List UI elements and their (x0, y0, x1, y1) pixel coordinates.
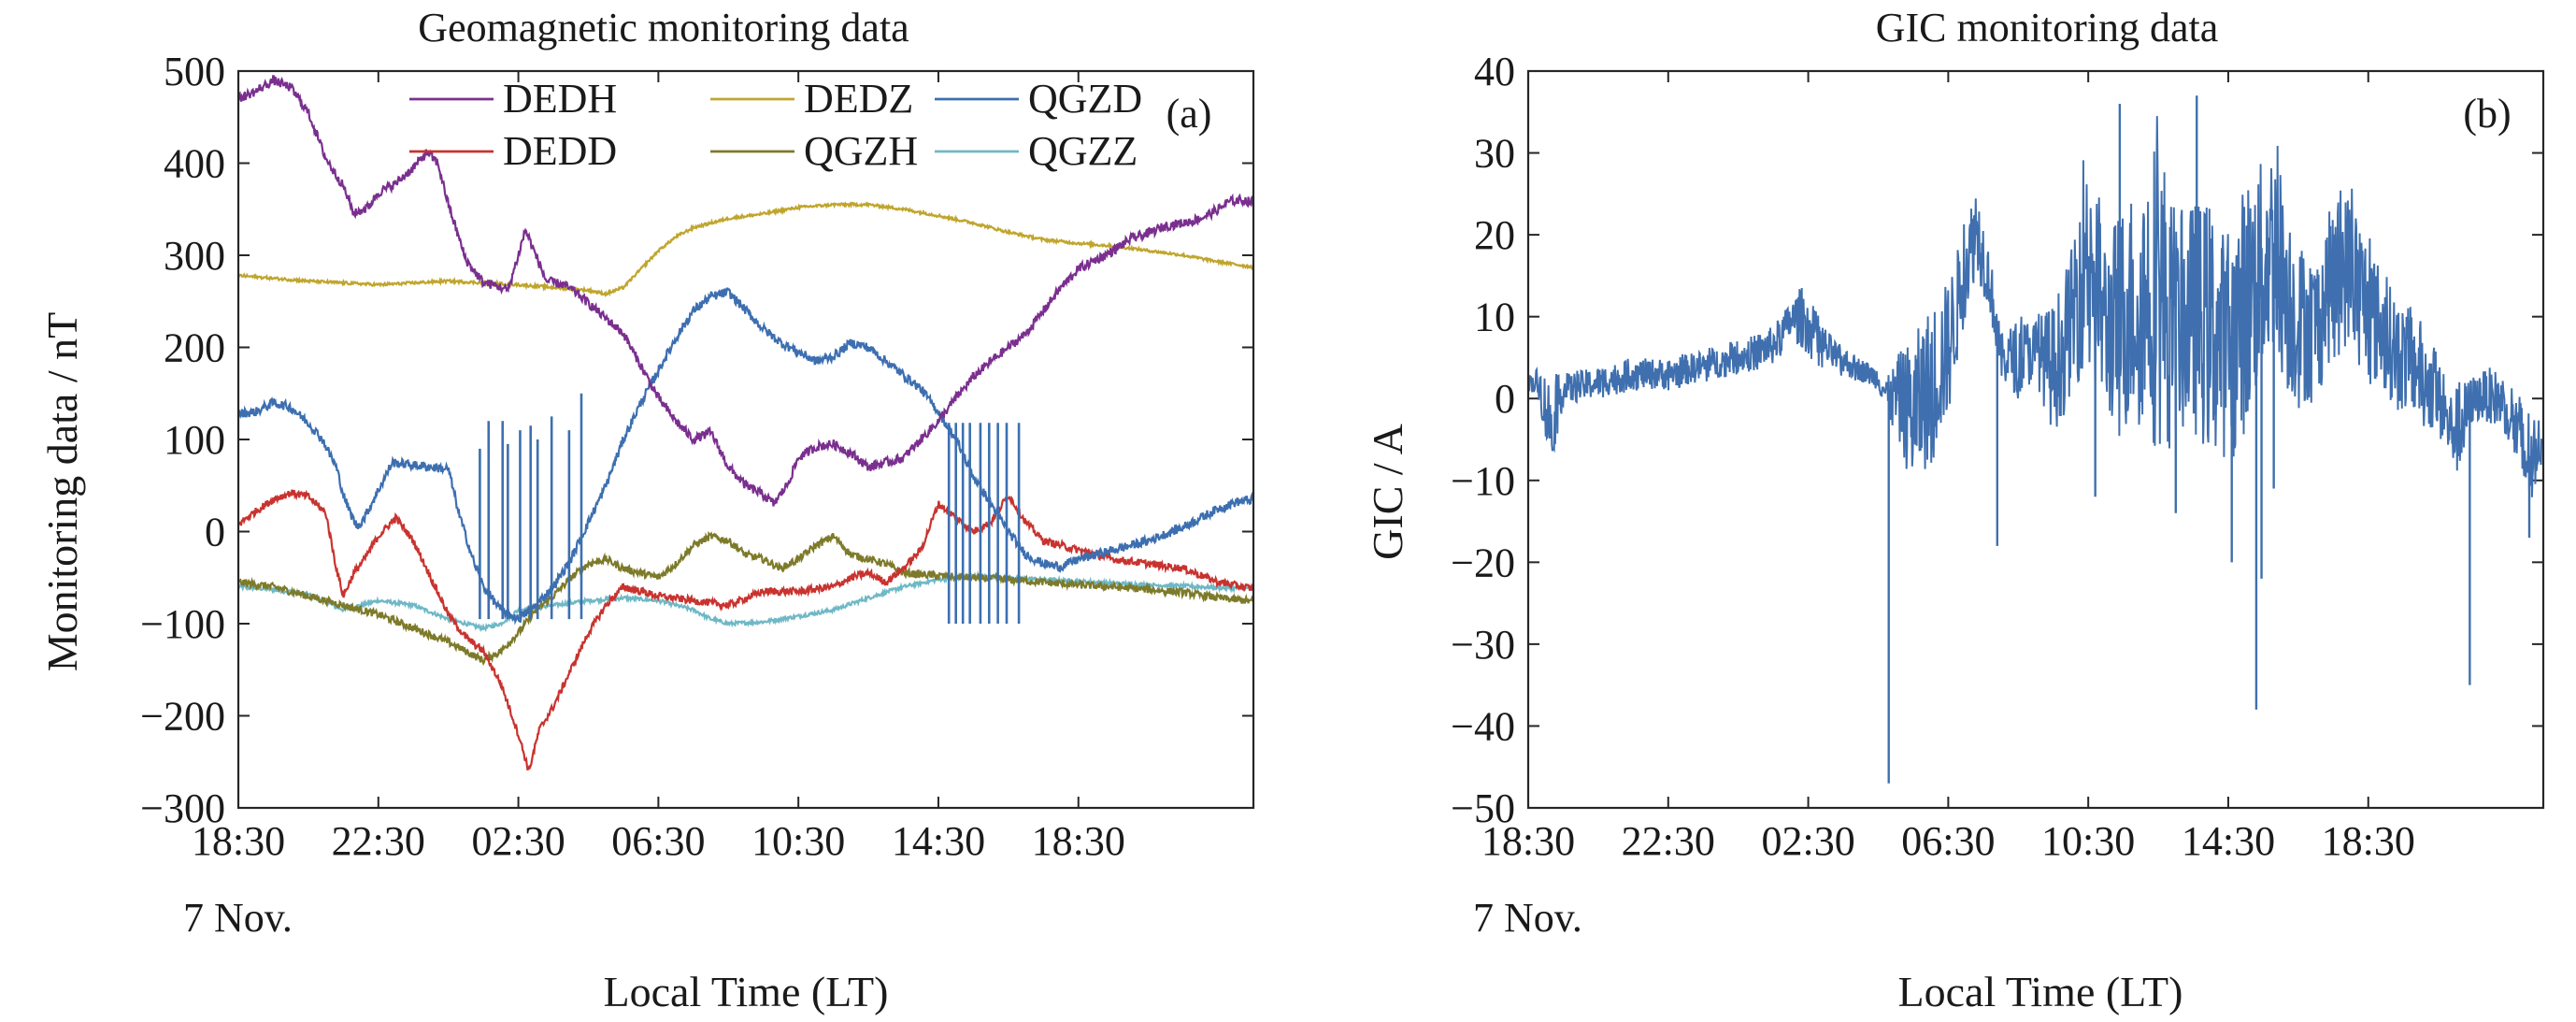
series-line-gic (1527, 116, 2543, 497)
chart-title: Geomagnetic monitoring data (418, 5, 909, 50)
x-axis-label: Local Time (LT) (604, 968, 889, 1015)
y-tick-label: −300 (140, 785, 225, 831)
y-tick-label: 20 (1474, 212, 1515, 258)
series-line-qgzh (238, 530, 1253, 667)
y-tick-label: 10 (1474, 295, 1515, 340)
legend-label: QGZH (804, 128, 918, 174)
legend-label: DEDD (503, 128, 617, 174)
series-layer (238, 75, 1253, 771)
series-line-dedz (238, 201, 1253, 298)
x-tick-label: 14:30 (2182, 818, 2275, 864)
x-date-label: 7 Nov. (1473, 895, 1582, 941)
y-axis-label: Monitoring data / nT (38, 312, 86, 672)
series-line-qgzd (238, 287, 1253, 626)
legend-label: QGZZ (1028, 128, 1138, 174)
x-tick-label: 10:30 (2041, 818, 2135, 864)
y-tick-label: 400 (164, 141, 225, 187)
panel-label: (a) (1166, 91, 1212, 137)
x-tick-label: 14:30 (892, 818, 985, 864)
y-tick-label: −40 (1451, 703, 1515, 749)
plot-frame (236, 69, 1255, 810)
y-tick-label: 300 (164, 233, 225, 279)
axis-ticks: 18:30 22:30 02:30 06:30 10:30 14:30 18:30−300−… (140, 49, 1253, 864)
x-tick-label: 18:30 (2322, 818, 2415, 864)
legend-label: QGZD (1028, 76, 1142, 122)
y-tick-label: 200 (164, 325, 225, 371)
x-tick-label: 18:30 (192, 818, 285, 864)
y-tick-label: 0 (205, 510, 225, 555)
y-tick-label: 0 (1495, 376, 1515, 422)
x-tick-label: 10:30 (751, 818, 845, 864)
legend-label: DEDH (503, 76, 617, 122)
chart-title: GIC monitoring data (1876, 5, 2219, 50)
x-tick-label: 22:30 (1622, 818, 1715, 864)
gic-chart: GIC monitoring data GIC / A Local Time (… (1364, 5, 2545, 1015)
geomagnetic-chart: Geomagnetic monitoring data Monitoring d… (38, 5, 1255, 1015)
y-tick-label: 100 (164, 417, 225, 463)
x-tick-label: 06:30 (611, 818, 705, 864)
series-line-qgzz (238, 569, 1253, 633)
series-line-dedh (238, 75, 1253, 507)
series-layer (1527, 95, 2543, 784)
plot-frame (1526, 69, 2545, 810)
y-axis-label: GIC / A (1364, 424, 1411, 560)
x-tick-label: 02:30 (1761, 818, 1854, 864)
x-tick-label: 02:30 (471, 818, 565, 864)
y-tick-label: −10 (1451, 458, 1515, 504)
y-tick-label: −200 (140, 694, 225, 740)
panel-label: (b) (2463, 91, 2511, 137)
series-line-dedd (238, 489, 1253, 771)
legend: DEDH DEDZ QGZD DEDD QGZH QGZZ (409, 76, 1142, 174)
x-tick-label: 18:30 (1481, 818, 1575, 864)
legend-label: DEDZ (804, 76, 913, 122)
y-tick-label: 30 (1474, 131, 1515, 177)
y-tick-label: −50 (1451, 785, 1515, 831)
y-tick-label: −30 (1451, 622, 1515, 668)
y-tick-label: −20 (1451, 540, 1515, 585)
x-date-label: 7 Nov. (183, 895, 293, 941)
x-tick-label: 18:30 (1032, 818, 1125, 864)
y-tick-label: 40 (1474, 49, 1515, 94)
x-tick-label: 06:30 (1901, 818, 1995, 864)
axis-ticks: 18:30 22:30 02:30 06:30 10:30 14:30 18:30−50−4… (1451, 49, 2543, 864)
x-axis-label: Local Time (LT) (1898, 968, 2183, 1015)
y-tick-label: 500 (164, 49, 225, 94)
y-tick-label: −100 (140, 601, 225, 647)
x-tick-label: 22:30 (332, 818, 425, 864)
